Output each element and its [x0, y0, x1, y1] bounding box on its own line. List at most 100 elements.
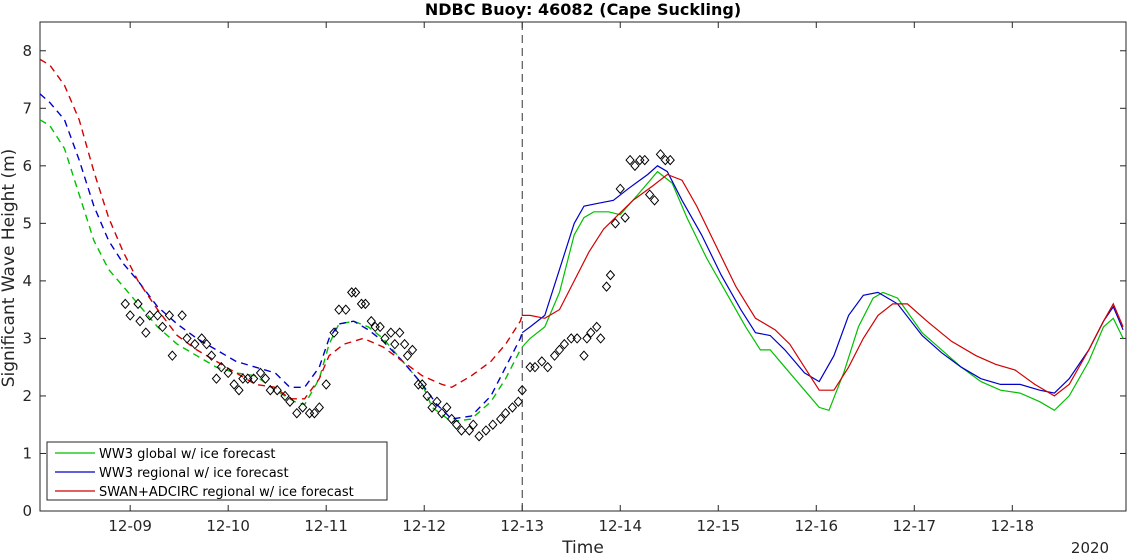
observation-point: [135, 315, 145, 327]
observation-point: [309, 407, 320, 419]
legend-label: SWAN+ADCIRC regional w/ ice forecast: [99, 485, 354, 500]
y-tick-label: 4: [22, 272, 32, 290]
observation-point: [285, 396, 295, 407]
observation-point: [481, 425, 491, 436]
observation-point: [451, 419, 462, 430]
observation-point: [402, 350, 413, 361]
observation-point: [500, 407, 511, 419]
observation-point: [417, 379, 427, 390]
observation-point: [223, 367, 233, 379]
observation-point: [314, 402, 325, 413]
x-tick-label: 12-11: [304, 517, 348, 535]
plot-frame: [39, 21, 1127, 512]
observation-point: [474, 430, 484, 442]
observation-point: [630, 160, 640, 172]
observation-point: [152, 310, 163, 321]
observation-point: [644, 189, 655, 200]
x-tick-label: 12-14: [598, 517, 642, 535]
y-tick-label: 7: [22, 99, 32, 117]
observation-point: [206, 350, 217, 361]
observation-point: [360, 298, 371, 310]
year-label: 2020: [1071, 539, 1109, 555]
observation-point: [260, 373, 271, 384]
observation-point: [249, 373, 259, 384]
observation-point: [407, 344, 418, 356]
observation-point: [216, 361, 226, 373]
x-tick-label: 12-15: [696, 517, 740, 535]
observation-point: [321, 379, 331, 390]
observation-point: [167, 350, 177, 361]
observation-point: [341, 304, 351, 315]
observation-point: [507, 402, 518, 413]
series-1-forecast-line: [521, 165, 1124, 394]
observation-point: [615, 183, 625, 195]
x-tick-label: 12-13: [500, 517, 544, 535]
observation-point: [120, 298, 130, 310]
observation-point: [133, 298, 143, 310]
observation-point: [427, 402, 437, 413]
observation-point: [530, 361, 540, 373]
observation-point: [586, 327, 596, 338]
observation-point: [413, 379, 424, 390]
observation-point: [141, 327, 151, 338]
observation-point: [234, 384, 244, 396]
observation-point: [601, 281, 612, 292]
observation-point: [329, 327, 339, 338]
observation-point: [347, 287, 357, 298]
observation-point: [665, 154, 675, 166]
observation-point: [255, 367, 266, 379]
observation-point: [549, 350, 560, 361]
y-tick-label: 0: [22, 502, 32, 520]
x-tick-label: 12-09: [108, 517, 152, 535]
observation-point: [572, 333, 582, 344]
legend-box: [46, 441, 388, 501]
observation-point: [422, 390, 432, 402]
observation-point: [157, 321, 168, 333]
x-tick-label: 12-18: [991, 517, 1035, 535]
y-tick-label: 6: [22, 157, 32, 175]
observation-point: [190, 338, 200, 350]
observation-point: [446, 413, 457, 425]
observation-point: [164, 310, 175, 321]
y-tick-label: 2: [22, 387, 32, 405]
x-tick-label: 12-10: [206, 517, 250, 535]
series-0-forecast-line: [521, 170, 1124, 412]
observation-point: [386, 327, 396, 338]
legend: WW3 global w/ ice forecast WW3 regional w…: [46, 441, 388, 501]
y-tick-label: 5: [22, 214, 32, 232]
observation-point: [488, 419, 498, 430]
y-tick-label: 3: [22, 329, 32, 347]
observation-point: [579, 350, 589, 361]
observation-point: [334, 304, 344, 315]
y-axis-title: Significant Wave Height (m): [0, 149, 19, 388]
observation-point: [395, 327, 405, 338]
series-0-hindcast-line: [39, 119, 523, 423]
observation-point: [495, 413, 506, 425]
observation-point: [640, 154, 650, 166]
observation-point: [229, 379, 239, 390]
observation-point: [390, 338, 400, 350]
observation-point: [399, 338, 410, 350]
observation-point: [537, 356, 547, 367]
series-2-hindcast-line: [39, 58, 523, 400]
observation-point: [517, 384, 527, 396]
series-2-forecast-line: [522, 173, 1124, 397]
observation-point: [292, 407, 302, 419]
observation-point: [649, 195, 660, 206]
x-axis-title: Time: [561, 538, 604, 555]
observation-point: [182, 333, 192, 344]
x-tick-label: 12-12: [402, 517, 446, 535]
observation-point: [582, 333, 592, 344]
observation-point: [197, 333, 207, 344]
plot-area: 0 1 2 3 4 5 6 7 8 12-09 12-10 12-11 12-12 12-13 12-14 1…: [22, 21, 1127, 535]
observation-point: [625, 154, 635, 166]
observation-point: [177, 310, 187, 321]
observation-point: [468, 419, 478, 430]
observation-point: [610, 218, 621, 229]
observation-point: [592, 321, 602, 333]
observation-point: [437, 407, 447, 419]
observation-point: [366, 315, 376, 327]
observation-point: [655, 149, 666, 160]
